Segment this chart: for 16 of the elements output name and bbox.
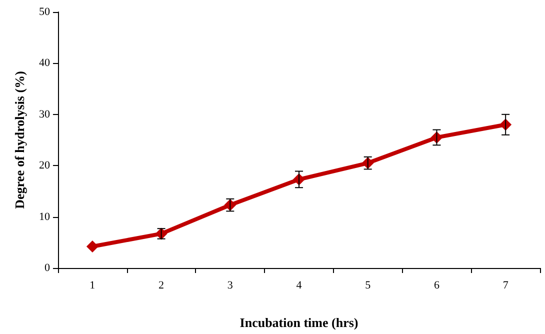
y-axis-title: Degree of hydrolysis (%) [12, 71, 27, 209]
y-tick-label: 0 [44, 262, 50, 274]
x-tick-label: 4 [296, 280, 302, 292]
x-tick-label: 6 [434, 280, 440, 292]
y-tick-label: 50 [39, 6, 50, 18]
x-axis-title: Incubation time (hrs) [240, 315, 358, 330]
y-tick-label: 10 [39, 210, 50, 223]
y-tick-label: 20 [39, 160, 50, 172]
x-tick-label: 1 [90, 280, 96, 292]
x-tick-label: 2 [158, 280, 164, 292]
x-tick-label: 3 [227, 280, 234, 292]
y-tick-label: 30 [39, 108, 50, 120]
y-tick-label: 40 [39, 57, 50, 70]
x-tick-label: 5 [365, 280, 372, 292]
point [86, 240, 98, 252]
x-tick-label: 7 [502, 280, 509, 292]
